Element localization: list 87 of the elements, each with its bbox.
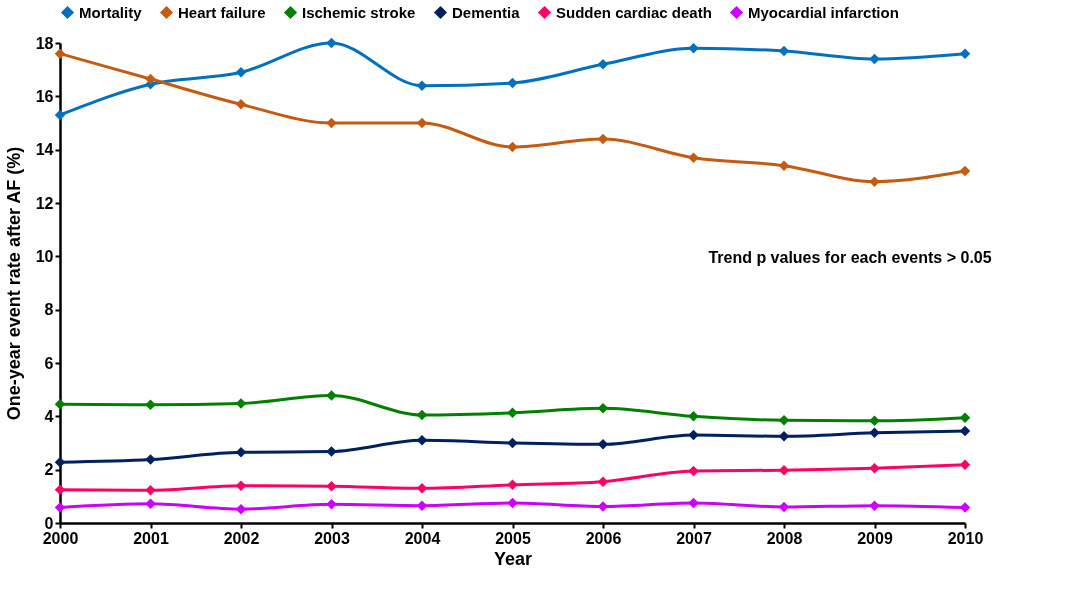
point — [688, 43, 699, 54]
x-tick-label: 2009 — [857, 529, 893, 547]
y-tick-label: 2 — [44, 461, 54, 479]
y-tick-label: 18 — [35, 34, 54, 52]
point — [235, 67, 247, 78]
point — [688, 152, 699, 163]
x-tick-label: 2006 — [585, 529, 622, 547]
point — [778, 464, 790, 476]
point — [54, 484, 66, 495]
point — [869, 176, 880, 187]
annotation: Trend p values for each events > 0.05 — [708, 249, 992, 266]
point — [688, 429, 699, 441]
point — [778, 431, 790, 442]
point — [507, 479, 518, 491]
point — [145, 484, 156, 496]
x-tick-label: 2010 — [947, 529, 984, 547]
point — [235, 99, 247, 110]
x-tick-label: 2008 — [766, 529, 803, 547]
x-tick-label: 2003 — [314, 529, 350, 547]
point — [597, 476, 609, 487]
point — [778, 45, 790, 57]
y-tick-label: 8 — [44, 301, 54, 319]
point — [54, 399, 66, 410]
point — [597, 439, 609, 450]
legend-label: Dementia — [452, 3, 521, 21]
point — [507, 141, 518, 153]
point — [326, 446, 337, 457]
point — [54, 48, 66, 59]
point — [54, 502, 66, 513]
point — [869, 500, 880, 511]
point — [326, 117, 337, 129]
y-tick-label: 16 — [35, 87, 54, 105]
legend-label: Heart failure — [178, 3, 266, 21]
x-tick-label: 2002 — [223, 529, 260, 547]
y-axis-title: One-year event rate after AF (%) — [3, 146, 24, 421]
legend-label: Myocardial infarction — [748, 3, 899, 21]
point — [145, 454, 156, 465]
y-tick-label: 0 — [44, 514, 54, 532]
point — [145, 498, 156, 510]
point — [959, 48, 971, 59]
point — [145, 73, 156, 85]
point — [416, 500, 428, 511]
legend-label: Sudden cardiac death — [556, 3, 712, 21]
point — [597, 59, 609, 70]
point — [145, 399, 156, 411]
point — [54, 456, 66, 468]
point — [507, 497, 518, 509]
x-tick-label: 2004 — [404, 529, 441, 547]
point — [235, 503, 247, 515]
legend-label: Mortality — [79, 3, 143, 21]
y-tick-label: 14 — [35, 141, 54, 159]
point — [54, 109, 66, 121]
x-tick-label: 2005 — [495, 529, 531, 547]
point — [959, 459, 971, 471]
point — [959, 165, 971, 177]
point — [959, 412, 971, 423]
point — [869, 427, 880, 439]
point — [869, 53, 880, 65]
point — [326, 37, 337, 49]
point — [416, 483, 428, 494]
x-tick-label: 2007 — [676, 529, 712, 547]
point — [235, 480, 247, 491]
y-tick-label: 4 — [44, 407, 54, 425]
point — [688, 465, 699, 477]
point — [326, 390, 337, 401]
point — [688, 411, 699, 422]
point — [869, 463, 880, 474]
point — [597, 133, 609, 145]
point — [326, 499, 337, 510]
point — [688, 497, 699, 509]
y-tick-label: 6 — [44, 354, 54, 372]
point — [326, 480, 337, 492]
point — [959, 502, 971, 513]
legend-label: Ischemic stroke — [302, 3, 416, 21]
y-tick-label: 12 — [35, 194, 54, 212]
point — [235, 398, 247, 409]
x-tick-label: 2000 — [42, 529, 79, 547]
x-axis-title: Year — [493, 548, 533, 569]
point — [416, 80, 428, 91]
point — [869, 415, 880, 427]
point — [507, 437, 518, 449]
point — [778, 160, 790, 171]
point — [507, 77, 518, 89]
point — [778, 415, 790, 426]
y-tick-label: 10 — [35, 247, 54, 265]
x-tick-label: 2001 — [133, 529, 169, 547]
point — [507, 407, 518, 419]
